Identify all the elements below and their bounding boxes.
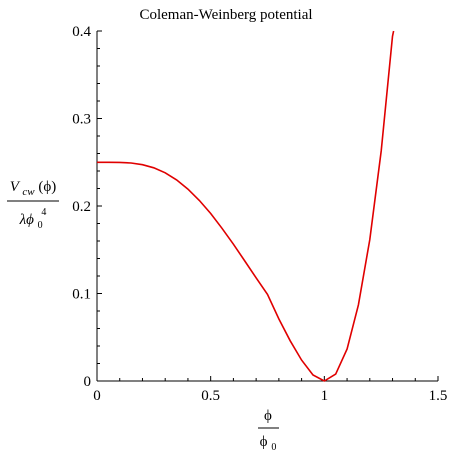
x-tick-label: 1 xyxy=(321,388,329,404)
series-line xyxy=(97,30,395,382)
svg-text:λϕ 0 4: λϕ 0 4 xyxy=(19,207,47,232)
x-label-denominator: ϕ xyxy=(260,434,268,450)
y-tick-label: 0 xyxy=(84,374,92,390)
y-axis-label: V cw (ϕ) λϕ 0 4 xyxy=(7,179,59,232)
ticks: 0 0.5 1 1.5 0 0.1 0.2 0.3 0.4 xyxy=(72,24,447,404)
y-tick-label: 0.1 xyxy=(72,287,91,303)
y-label-denominator: λϕ xyxy=(19,212,34,228)
y-label-sub: cw xyxy=(22,186,35,198)
y-label-arg: (ϕ) xyxy=(38,179,56,195)
series xyxy=(97,30,395,382)
x-tick-label: 0.5 xyxy=(201,388,220,404)
x-tick-label: 1.5 xyxy=(429,388,448,404)
chart-title: Coleman-Weinberg potential xyxy=(139,7,312,23)
y-label-denominator-sub: 0 xyxy=(38,220,43,231)
svg-text:ϕ 0: ϕ 0 xyxy=(260,434,277,453)
x-label-denominator-sub: 0 xyxy=(271,442,276,453)
y-tick-label: 0.2 xyxy=(72,199,91,215)
x-axis-label: ϕ ϕ 0 xyxy=(258,408,279,453)
x-label-numerator: ϕ xyxy=(264,408,272,424)
y-label-main: V xyxy=(10,179,21,195)
y-label-denominator-sup: 4 xyxy=(41,207,46,218)
y-tick-label: 0.4 xyxy=(72,24,91,40)
x-tick-label: 0 xyxy=(93,388,101,404)
axes xyxy=(96,31,438,382)
y-tick-label: 0.3 xyxy=(72,112,91,128)
svg-text:V cw (ϕ): V cw (ϕ) xyxy=(10,179,57,199)
